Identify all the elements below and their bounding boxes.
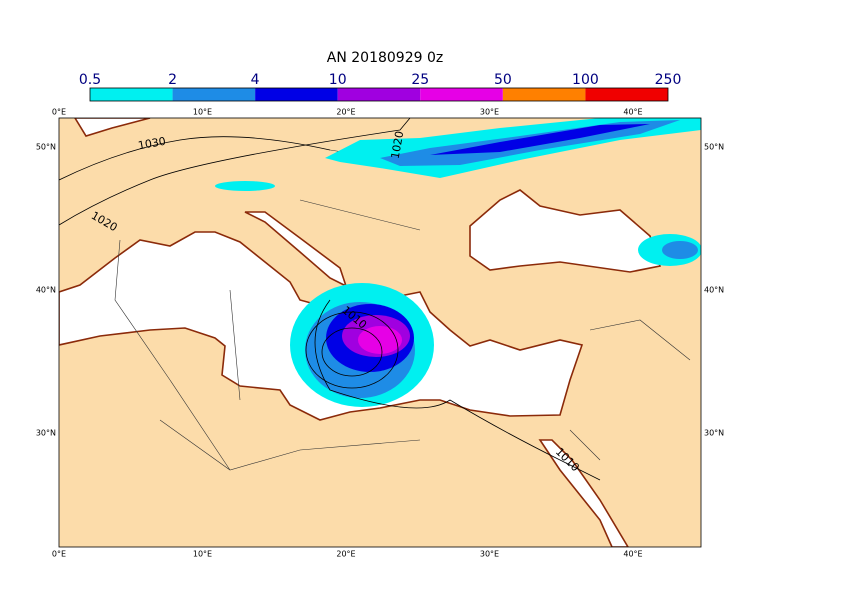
map-frame <box>58 117 702 548</box>
precipitation <box>215 118 701 407</box>
colorbar-label: 4 <box>251 72 260 88</box>
colorbar-swatch <box>172 88 256 101</box>
lat-label: 40°N <box>704 286 724 295</box>
isobar <box>59 118 411 226</box>
rain-cell <box>215 181 275 191</box>
lat-label: 30°N <box>36 429 56 438</box>
colorbar-label: 25 <box>411 72 429 88</box>
colorbar-label: 10 <box>329 72 347 88</box>
red-sea <box>538 439 629 547</box>
colorbar: 0.5 2 4 10 25 50 100 250 <box>79 72 682 102</box>
lon-label: 10°E <box>193 550 212 559</box>
colorbar-swatch <box>585 88 668 101</box>
lon-label: 30°E <box>480 108 499 117</box>
lon-label: 40°E <box>623 108 642 117</box>
isobar <box>314 299 601 481</box>
rain-band <box>430 124 650 155</box>
lon-label: 20°E <box>336 108 355 117</box>
storm <box>358 326 402 354</box>
colorbar-swatch <box>502 88 586 101</box>
colorbar-label: 50 <box>494 72 512 88</box>
contour-label: 1020 <box>389 130 407 160</box>
colorbar-swatch <box>90 88 173 101</box>
colorbar-label: 100 <box>572 72 599 88</box>
lat-label: 40°N <box>36 286 56 295</box>
lon-label: 10°E <box>193 108 212 117</box>
lon-label: 40°E <box>623 550 642 559</box>
lat-label: 50°N <box>36 143 56 152</box>
isobar <box>321 327 383 377</box>
lat-label: 30°N <box>704 429 724 438</box>
contour-label: 1030 <box>137 135 167 153</box>
colorbar-swatch <box>420 88 503 101</box>
colorbar-label: 2 <box>168 72 177 88</box>
isobar <box>59 136 331 181</box>
colorbar-swatch <box>337 88 421 101</box>
lon-label: 0°E <box>52 108 66 117</box>
lon-label: 20°E <box>336 550 355 559</box>
atlantic <box>74 118 151 137</box>
colorbar-label: 0.5 <box>79 72 101 88</box>
colorbar-label: 250 <box>655 72 682 88</box>
rain-cell <box>662 241 698 259</box>
graticule-labels: 0°E 0°E 10°E 10°E 20°E 20°E 30°E 30°E 40°E 40°E 50… <box>36 108 724 559</box>
isobars <box>59 118 601 481</box>
title: AN 20180929 0z <box>327 50 443 66</box>
isobar <box>305 311 399 389</box>
lon-label: 30°E <box>480 550 499 559</box>
lon-label: 0°E <box>52 550 66 559</box>
colorbar-swatch <box>255 88 338 101</box>
lat-label: 50°N <box>704 143 724 152</box>
colorbar-frame <box>89 87 669 102</box>
